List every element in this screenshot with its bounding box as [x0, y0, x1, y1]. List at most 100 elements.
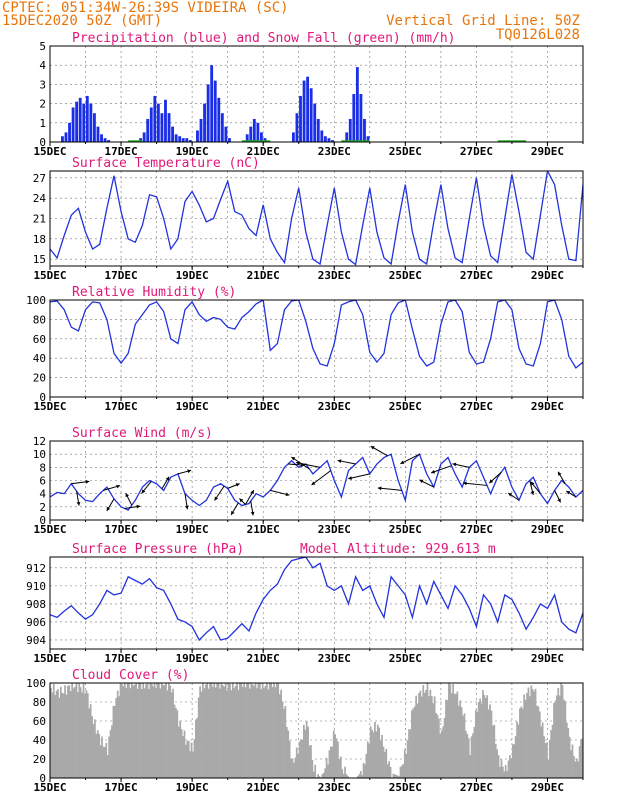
cloud-bar: [112, 705, 115, 778]
cloud-bar: [460, 707, 463, 778]
cloud-bar: [496, 749, 499, 778]
cloud-bar: [328, 750, 331, 778]
cloud-bar: [153, 683, 156, 778]
cloud-bar: [432, 703, 435, 778]
wind-vector-head: [530, 491, 535, 495]
cloud-bar: [453, 693, 456, 778]
cloud-bar: [104, 747, 106, 778]
precip-bar: [107, 140, 111, 142]
precip-bar: [359, 94, 363, 142]
cloud-panel: Cloud Cover (%) 0 20 40 60 80 100 15DEC 17DEC 19D…: [26, 668, 584, 794]
cloud-bar: [347, 776, 349, 778]
cloud-bar: [386, 764, 389, 778]
precip-bar: [146, 118, 150, 142]
precip-bar: [291, 132, 295, 142]
precip-xtick: 15DEC: [33, 145, 66, 158]
precip-bar: [213, 80, 217, 142]
wind-xtick: 21DEC: [247, 523, 280, 536]
header-code: TQ0126L028: [496, 27, 580, 43]
cloud-bar: [142, 683, 145, 778]
cloud-bar: [145, 684, 147, 778]
cloud-bar: [86, 693, 89, 778]
cloud-bar: [75, 683, 78, 778]
cloud-bar: [504, 764, 507, 778]
precip-bar: [306, 76, 310, 142]
cloud-bar: [465, 730, 467, 778]
cloud-bar: [567, 728, 570, 778]
cloud-bar: [68, 685, 71, 778]
cloud-xtick: 23DEC: [318, 781, 351, 794]
wind-ytick: 6: [39, 475, 46, 488]
precip-bar: [245, 134, 249, 142]
cloud-bar: [72, 688, 75, 778]
cloud-bar: [101, 736, 103, 778]
wind-vector-head: [348, 476, 353, 480]
cloud-bar: [263, 687, 265, 778]
cloud-bar: [330, 746, 332, 778]
wind-xtick: 27DEC: [460, 523, 493, 536]
cloud-bar: [314, 764, 317, 778]
temp-xtick: 23DEC: [318, 269, 351, 282]
cloud-bar: [69, 691, 72, 778]
cloud-bar: [524, 699, 527, 778]
cloud-bar: [540, 726, 543, 778]
cloud-bar: [108, 736, 110, 778]
cloud-bar: [310, 745, 312, 778]
cloud-bar: [186, 740, 189, 778]
cloud-bar: [247, 683, 250, 778]
cloud-bar: [560, 683, 562, 778]
pres-frame: [49, 556, 584, 650]
cloud-bar: [224, 683, 227, 778]
cloud-bar: [264, 685, 267, 778]
cloud-bar: [149, 683, 152, 778]
cloud-bar: [510, 759, 513, 778]
cloud-bar: [395, 774, 398, 778]
wind-xtick: 19DEC: [176, 523, 209, 536]
cloud-bar: [372, 732, 375, 778]
precip-bar: [355, 67, 359, 142]
cloud-bar: [298, 741, 301, 778]
precip-xtick: 23DEC: [318, 145, 351, 158]
cloud-bar: [430, 696, 433, 778]
cloud-bar: [283, 708, 285, 778]
precip-bar: [366, 136, 370, 142]
precip-xtick: 21DEC: [247, 145, 280, 158]
cloud-bar: [254, 683, 257, 778]
cloud-bar: [102, 746, 105, 778]
cloud-bar: [517, 724, 520, 778]
cloud-bar: [106, 755, 109, 778]
cloud-bar: [236, 683, 238, 778]
precip-bar: [327, 138, 331, 142]
wind-xtick: 23DEC: [318, 523, 351, 536]
cloud-bar: [530, 685, 533, 778]
cloud-xtick: 27DEC: [460, 781, 493, 794]
cloud-bar: [74, 686, 76, 778]
precip-bar: [174, 134, 178, 142]
cloud-bar: [499, 766, 501, 778]
cloud-bar: [58, 697, 61, 778]
precip-xtick: 25DEC: [389, 145, 422, 158]
precip-bar: [185, 138, 189, 142]
cloud-bar: [260, 689, 263, 778]
precip-bar: [156, 103, 160, 142]
cloud-bar: [95, 733, 98, 778]
cloud-bar: [553, 703, 555, 778]
cloud-bar: [230, 690, 233, 778]
cloud-bar: [408, 729, 410, 778]
cloud-bar: [422, 685, 425, 778]
cloud-bar: [256, 688, 258, 778]
pres-ytick: 906: [26, 616, 46, 629]
cloud-bar: [435, 712, 437, 778]
cloud-bar: [479, 698, 481, 778]
cloud-bar: [294, 757, 297, 778]
cloud-bar: [196, 717, 199, 778]
cloud-ytick: 0: [39, 772, 46, 785]
cloud-bar: [55, 690, 58, 778]
cloud-bar: [243, 683, 246, 778]
cloud-bar: [534, 688, 537, 778]
precip-xtick: 27DEC: [460, 145, 493, 158]
cloud-bar: [580, 739, 582, 778]
cloud-bar: [136, 688, 139, 778]
precip-bar: [139, 138, 143, 142]
